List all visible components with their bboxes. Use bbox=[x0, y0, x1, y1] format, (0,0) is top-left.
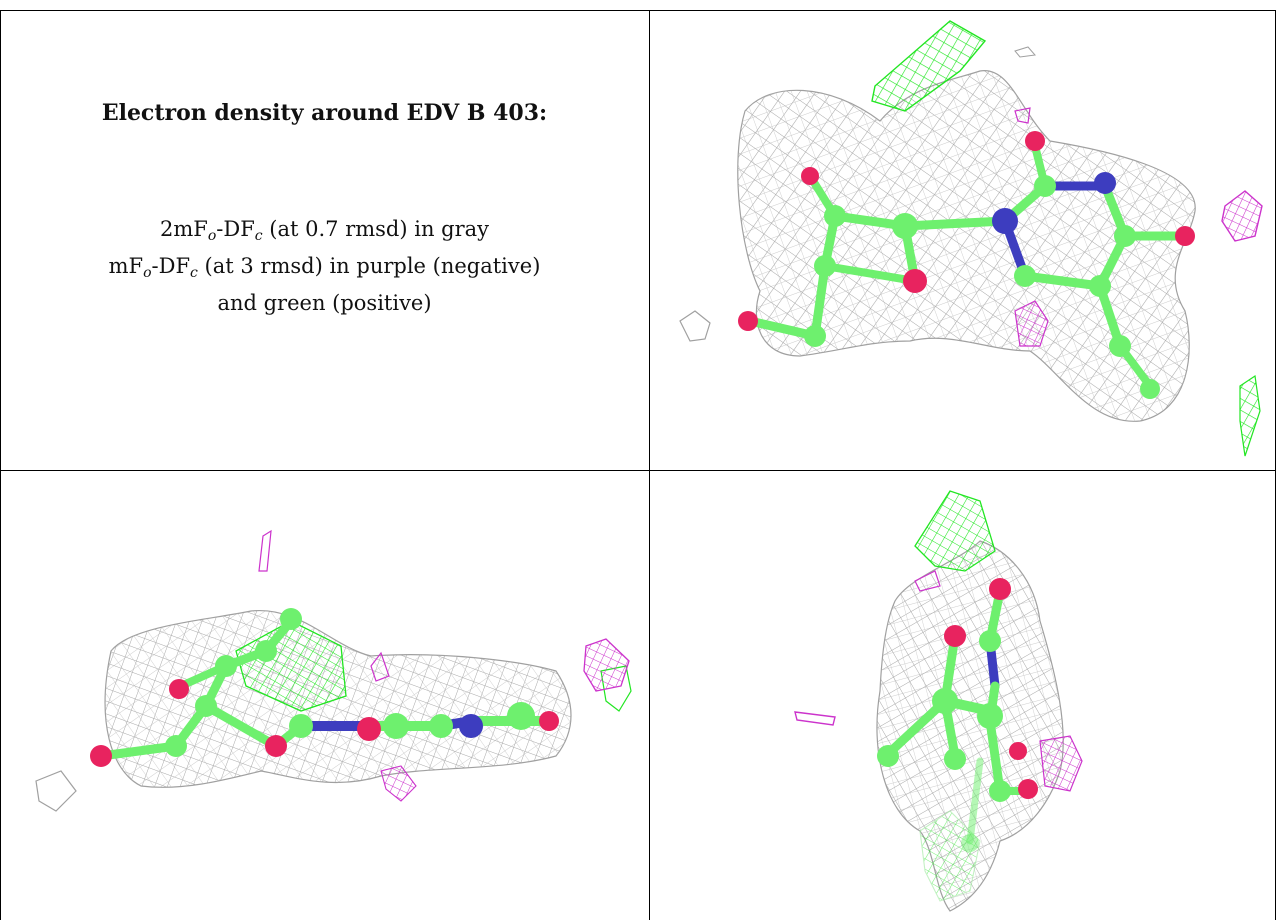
density-view-bottom-right-image bbox=[794, 490, 1083, 912]
negative-density-blob-2 bbox=[794, 711, 836, 726]
density-view-top-right-image bbox=[679, 20, 1263, 457]
density-view-top-right bbox=[650, 11, 1275, 470]
positive-density-blob bbox=[871, 20, 987, 112]
positive-density-blob bbox=[914, 490, 996, 572]
caption-cell: Electron density around EDV B 403: 2mFo-… bbox=[0, 10, 649, 470]
density-view-bottom-left-image bbox=[35, 529, 632, 812]
border-center bbox=[649, 10, 650, 920]
negative-density-blob bbox=[583, 638, 630, 692]
ligand-atoms bbox=[738, 131, 1195, 399]
caption-line-1: 2mFo-DFc (at 0.7 rmsd) in gray bbox=[159, 217, 490, 244]
negative-density-blob-2 bbox=[1014, 300, 1049, 347]
caption-line-2: mFo-DFc (at 3 rmsd) in purple (negative) bbox=[108, 254, 541, 281]
positive-density-blob-2 bbox=[1239, 374, 1261, 457]
negative-density-blob bbox=[1039, 735, 1083, 792]
border-top bbox=[0, 10, 1276, 11]
ligand-atoms bbox=[877, 578, 1038, 852]
caption-line-3: and green (positive) bbox=[217, 291, 432, 315]
ligand-atoms bbox=[90, 608, 559, 767]
negative-density-blob-2 bbox=[380, 765, 417, 802]
density-view-bottom-right bbox=[650, 471, 1275, 920]
negative-density-blob bbox=[1221, 190, 1263, 242]
border-middle bbox=[0, 470, 1276, 471]
density-view-bottom-left bbox=[1, 471, 649, 920]
caption-text: 2mFo-DFc (at 0.7 rmsd) in gray mFo-DFc (… bbox=[0, 214, 649, 318]
figure-frame: Electron density around EDV B 403: 2mFo-… bbox=[0, 10, 1276, 920]
border-left bbox=[0, 10, 1, 920]
figure-title: Electron density around EDV B 403: bbox=[101, 100, 548, 126]
